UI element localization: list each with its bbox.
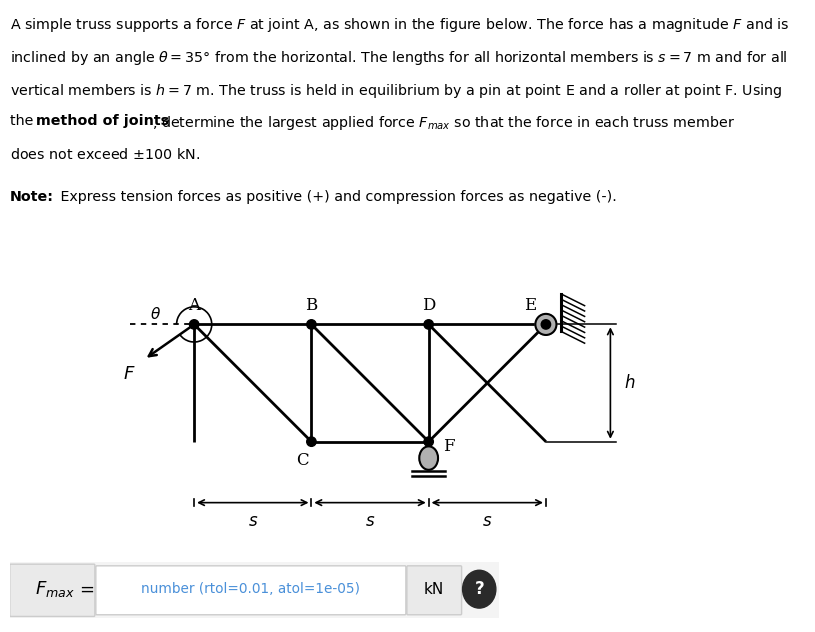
Text: $s$: $s$ (482, 513, 492, 530)
Text: $\theta$: $\theta$ (150, 306, 161, 322)
FancyBboxPatch shape (7, 560, 501, 621)
Circle shape (189, 320, 199, 329)
Text: $s$: $s$ (248, 513, 258, 530)
Ellipse shape (419, 446, 438, 470)
Text: vertical members is $h = 7$ m. The truss is held in equilibrium by a pin at poin: vertical members is $h = 7$ m. The truss… (10, 82, 782, 99)
Text: $h$: $h$ (624, 374, 636, 392)
Text: the: the (10, 114, 37, 128)
Circle shape (463, 570, 496, 608)
Text: , determine the largest applied force $F_{max}$ so that the force in each truss : , determine the largest applied force $F… (152, 114, 734, 132)
Text: A: A (188, 297, 200, 314)
Text: $F_{max}$: $F_{max}$ (35, 579, 75, 599)
FancyBboxPatch shape (96, 566, 406, 615)
Text: method of joints: method of joints (36, 114, 169, 128)
Circle shape (424, 320, 434, 329)
Text: $s$: $s$ (365, 513, 375, 530)
Text: A simple truss supports a force $F$ at joint A, as shown in the figure below. Th: A simple truss supports a force $F$ at j… (10, 16, 790, 33)
Text: E: E (525, 297, 537, 314)
Text: C: C (296, 453, 308, 469)
Text: F: F (443, 438, 454, 455)
Text: number (rtol=0.01, atol=1e-05): number (rtol=0.01, atol=1e-05) (141, 582, 360, 596)
Text: B: B (306, 297, 318, 314)
Text: Express tension forces as positive (+) and compression forces as negative (-).: Express tension forces as positive (+) a… (56, 190, 617, 204)
Circle shape (306, 437, 316, 446)
FancyBboxPatch shape (407, 566, 461, 615)
Text: ?: ? (474, 580, 484, 598)
Circle shape (306, 320, 316, 329)
Circle shape (541, 320, 551, 329)
Text: kN: kN (424, 581, 444, 597)
Circle shape (535, 314, 557, 335)
Circle shape (424, 437, 434, 446)
Text: does not exceed $\pm$100 kN.: does not exceed $\pm$100 kN. (10, 147, 200, 162)
Text: inclined by an angle $\theta = 35°$ from the horizontal. The lengths for all hor: inclined by an angle $\theta = 35°$ from… (10, 49, 787, 66)
Text: D: D (422, 297, 435, 314)
Text: $=$: $=$ (77, 580, 95, 598)
FancyBboxPatch shape (10, 564, 95, 616)
Text: $F$: $F$ (123, 365, 136, 383)
Text: Note:: Note: (10, 190, 54, 204)
